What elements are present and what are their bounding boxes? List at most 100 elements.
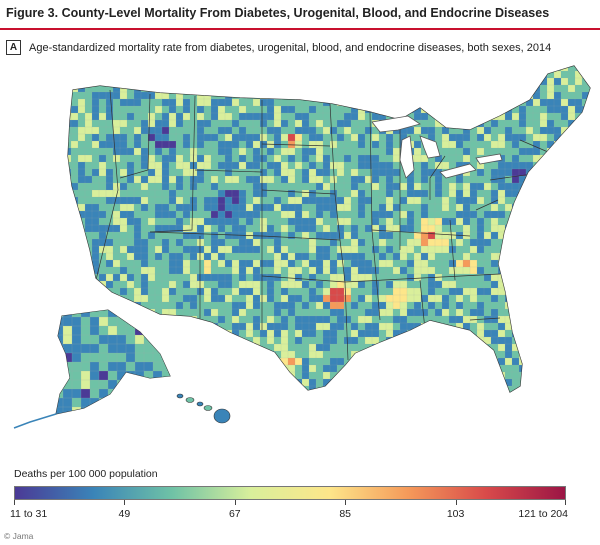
county-cell: [105, 238, 114, 247]
county-cell: [441, 315, 450, 324]
county-cell: [525, 77, 534, 86]
county-cell: [462, 224, 471, 233]
county-cell: [336, 140, 345, 149]
county-cell: [371, 210, 380, 219]
county-cell: [588, 280, 590, 289]
county-cell: [406, 378, 415, 387]
county-cell: [154, 315, 163, 324]
county-cell: [462, 371, 471, 380]
county-cell: [322, 105, 331, 114]
county-cell: [287, 175, 296, 184]
county-cell: [182, 147, 191, 156]
county-cell: [588, 91, 590, 100]
legend-tick: [565, 500, 566, 505]
county-cell: [210, 217, 219, 226]
county-cell: [175, 371, 184, 380]
county-cell: [574, 77, 583, 86]
county-cell: [532, 210, 541, 219]
county-cell: [175, 259, 184, 268]
county-cell: [539, 385, 548, 392]
county-cell: [105, 168, 114, 177]
county-cell: [301, 385, 310, 392]
county-cell: [476, 350, 485, 359]
county-cell: [441, 357, 450, 366]
county-cell: [266, 224, 275, 233]
county-cell: [399, 252, 408, 261]
county-cell: [196, 357, 205, 366]
county-cell: [161, 105, 170, 114]
county-cell: [504, 259, 513, 268]
county-cell: [518, 315, 527, 324]
county-cell: [392, 84, 401, 93]
county-cell: [245, 266, 254, 275]
county-cell: [357, 322, 366, 331]
county-cell: [539, 161, 548, 170]
county-cell: [203, 77, 212, 86]
county-cell: [238, 84, 247, 93]
county-cell: [189, 287, 198, 296]
county-cell: [420, 84, 429, 93]
county-cell: [434, 126, 443, 135]
county-cell: [476, 140, 485, 149]
county-cell: [161, 315, 170, 324]
county-cell: [553, 182, 562, 191]
county-cell: [70, 140, 79, 149]
county-cell: [70, 273, 79, 282]
county-cell: [231, 84, 240, 93]
county-cell: [77, 112, 86, 121]
county-cell: [280, 336, 289, 345]
borough-cell: [107, 325, 118, 336]
county-cell: [581, 126, 590, 135]
county-cell: [147, 154, 156, 163]
county-cell: [476, 112, 485, 121]
county-cell: [301, 280, 310, 289]
county-cell: [434, 182, 443, 191]
county-cell: [525, 301, 534, 310]
county-cell: [287, 112, 296, 121]
county-cell: [378, 308, 387, 317]
county-cell: [336, 378, 345, 387]
county-cell: [196, 98, 205, 107]
county-cell: [329, 70, 338, 79]
county-cell: [385, 252, 394, 261]
county-cell: [287, 70, 296, 79]
county-cell: [259, 168, 268, 177]
county-cell: [301, 301, 310, 310]
borough-cell: [80, 379, 91, 390]
county-cell: [483, 266, 492, 275]
county-cell: [126, 196, 135, 205]
county-cell: [210, 287, 219, 296]
county-cell: [189, 231, 198, 240]
county-cell: [385, 378, 394, 387]
county-cell: [350, 196, 359, 205]
county-cell: [350, 385, 359, 392]
county-cell: [231, 161, 240, 170]
county-cell: [469, 189, 478, 198]
county-cell: [68, 266, 72, 275]
county-cell: [518, 371, 527, 380]
county-cell: [245, 385, 254, 392]
county-cell: [476, 231, 485, 240]
county-cell: [588, 66, 590, 72]
county-cell: [245, 182, 254, 191]
county-cell: [91, 287, 100, 296]
county-cell: [77, 301, 86, 310]
county-cell: [511, 168, 520, 177]
county-cell: [553, 105, 562, 114]
county-cell: [518, 112, 527, 121]
county-cell: [322, 112, 331, 121]
county-cell: [560, 91, 569, 100]
county-cell: [588, 364, 590, 373]
county-cell: [322, 84, 331, 93]
county-cell: [392, 294, 401, 303]
county-cell: [539, 126, 548, 135]
county-cell: [420, 126, 429, 135]
county-cell: [84, 168, 93, 177]
county-cell: [469, 112, 478, 121]
county-cell: [581, 287, 590, 296]
county-cell: [231, 273, 240, 282]
county-cell: [91, 196, 100, 205]
county-cell: [483, 294, 492, 303]
county-cell: [161, 182, 170, 191]
county-cell: [259, 70, 268, 79]
